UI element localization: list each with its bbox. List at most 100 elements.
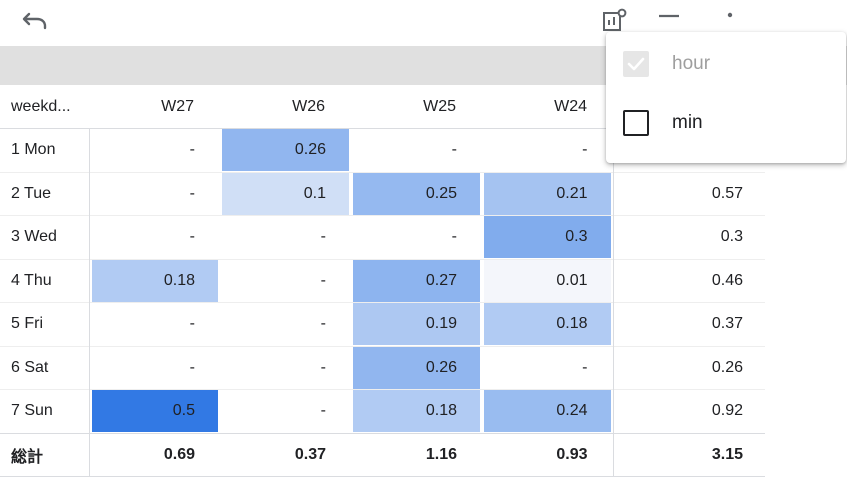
unit-dropdown-menu: hour min [606, 32, 846, 163]
table-cell: 0.24 [482, 389, 613, 433]
table-cell: 0.27 [351, 258, 482, 303]
cell-value: 0.19 [353, 303, 480, 346]
column-total: 0.69 [89, 432, 220, 477]
cell-value: - [189, 358, 195, 376]
cell-value: 0.24 [484, 390, 611, 433]
row-label: 5 Fri [0, 302, 90, 346]
row-total: 0.57 [612, 171, 765, 216]
row-label: 2 Tue [0, 171, 90, 216]
row-total: 0.3 [612, 215, 765, 259]
cell-value: - [189, 184, 195, 202]
chart-settings-button[interactable] [600, 8, 628, 39]
unchecked-checkbox-icon[interactable] [623, 110, 649, 136]
column-total: 0.93 [482, 432, 613, 477]
column-header-week[interactable]: W25 [351, 85, 482, 129]
cell-value: 0.1 [222, 172, 349, 215]
cell-value: - [582, 141, 588, 159]
row-label: 4 Thu [0, 258, 90, 303]
table-cell: 0.5 [89, 389, 220, 433]
table-cell: 0.1 [220, 171, 351, 216]
menu-button[interactable] [655, 9, 683, 37]
cell-value: 0.5 [91, 390, 218, 433]
table-cell: - [482, 345, 613, 390]
cell-value: 0.27 [353, 259, 480, 302]
cell-value: 0.18 [484, 303, 611, 346]
row-label: 3 Wed [0, 215, 90, 259]
menu-item-label: hour [672, 53, 711, 74]
table-cell: 0.3 [482, 215, 613, 259]
menu-lines-icon [657, 9, 681, 38]
cell-value: - [320, 358, 326, 376]
cell-value: 0.18 [91, 259, 218, 302]
table-row: 6 Sat - - 0.26 - 0.26 [0, 345, 765, 390]
more-options-button[interactable] [716, 9, 744, 37]
table-cell: - [351, 215, 482, 259]
grand-total-label: 総計 [0, 432, 90, 477]
column-header-week[interactable]: W27 [89, 85, 220, 129]
row-label: 6 Sat [0, 345, 90, 390]
table-cell: 0.18 [351, 389, 482, 433]
column-header-week[interactable]: W26 [220, 85, 351, 129]
column-header-week[interactable]: W24 [482, 85, 613, 129]
column-header-weekday[interactable]: weekd... [0, 85, 89, 129]
row-total: 0.37 [612, 302, 765, 346]
table-cell: 0.26 [220, 128, 351, 172]
table-cell: - [220, 302, 351, 346]
cell-value: 0.26 [222, 129, 349, 172]
cell-value: 0.01 [484, 259, 611, 302]
cell-value: - [320, 228, 326, 246]
table-cell: - [89, 171, 220, 216]
table-cell: - [220, 215, 351, 259]
chart-settings-icon [601, 8, 627, 39]
cell-value: - [451, 228, 457, 246]
table-row: 4 Thu 0.18 - 0.27 0.01 0.46 [0, 258, 765, 303]
table-cell: 0.21 [482, 171, 613, 216]
grand-total-row: 総計 0.69 0.37 1.16 0.93 3.15 [0, 432, 765, 477]
menu-item-min[interactable]: min [606, 96, 846, 150]
cell-value: 0.18 [353, 390, 480, 433]
table-cell: 0.25 [351, 171, 482, 216]
table-row: 5 Fri - - 0.19 0.18 0.37 [0, 302, 765, 346]
table-cell: 0.26 [351, 345, 482, 390]
table-cell: - [220, 389, 351, 433]
cell-value: - [189, 141, 195, 159]
undo-button[interactable] [20, 9, 50, 37]
row-total: 0.46 [612, 258, 765, 303]
cell-value: - [582, 358, 588, 376]
table-cell: - [89, 215, 220, 259]
table-cell: - [89, 345, 220, 390]
table-cell: - [89, 128, 220, 172]
table-cell: 0.18 [89, 258, 220, 303]
table-cell: - [220, 345, 351, 390]
table-cell: 0.01 [482, 258, 613, 303]
cell-value: 0.25 [353, 172, 480, 215]
table-row: 2 Tue - 0.1 0.25 0.21 0.57 [0, 171, 765, 216]
menu-item-hour[interactable]: hour [606, 37, 846, 91]
table-row: 3 Wed - - - 0.3 0.3 [0, 215, 765, 259]
cell-value: 0.21 [484, 172, 611, 215]
cell-value: - [320, 402, 326, 420]
row-total: 0.26 [612, 345, 765, 390]
cell-value: 0.3 [484, 216, 611, 259]
table-cell: - [220, 258, 351, 303]
row-total: 0.92 [612, 389, 765, 433]
grand-total-value: 3.15 [612, 432, 765, 477]
more-vert-icon [725, 9, 735, 38]
cell-value: - [189, 228, 195, 246]
row-label: 1 Mon [0, 128, 90, 172]
cell-value: - [451, 141, 457, 159]
cell-value: - [320, 315, 326, 333]
table-cell: 0.19 [351, 302, 482, 346]
checked-checkbox-icon[interactable] [623, 51, 649, 77]
cell-value: - [189, 315, 195, 333]
undo-icon [22, 11, 48, 36]
table-cell: - [482, 128, 613, 172]
table-cell: - [89, 302, 220, 346]
cell-value: - [320, 271, 326, 289]
table-cell: - [351, 128, 482, 172]
row-label: 7 Sun [0, 389, 90, 433]
pivot-table: weekd... W27 W26 W25 W24 1 Mon -0.26- -2 T… [0, 85, 765, 477]
table-cell: 0.18 [482, 302, 613, 346]
table-row: 7 Sun 0.5 - 0.18 0.24 0.92 [0, 389, 765, 433]
menu-item-label: min [672, 112, 703, 133]
